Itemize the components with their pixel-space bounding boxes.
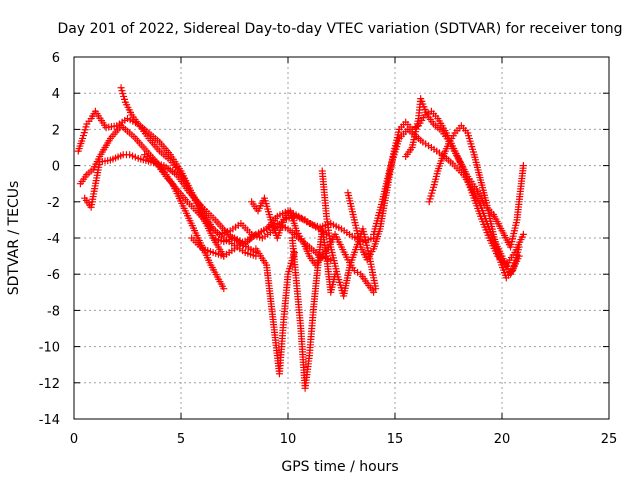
data-point — [519, 230, 527, 238]
data-point — [372, 285, 380, 293]
data-point — [220, 285, 228, 293]
y-tick-label: 6 — [52, 51, 60, 66]
grid — [74, 57, 609, 419]
data-point — [370, 288, 378, 296]
chart-title: Day 201 of 2022, Sidereal Day-to-day VTE… — [57, 21, 622, 37]
data-point — [519, 162, 527, 170]
y-tick-label: -6 — [47, 268, 60, 283]
series-arc-4 — [117, 84, 260, 260]
y-tick-label: 4 — [52, 87, 60, 102]
x-axis-label: GPS time / hours — [281, 459, 398, 475]
y-tick-label: -14 — [39, 413, 60, 428]
series-arc-15 — [248, 194, 378, 296]
x-tick-label: 15 — [387, 432, 404, 447]
plot-frame — [73, 56, 610, 420]
y-tick-label: 2 — [52, 123, 60, 138]
series-arc-3 — [81, 151, 260, 256]
y-tick-label: -8 — [47, 304, 60, 319]
y-tick-label: -2 — [47, 196, 60, 211]
y-tick-label: -10 — [39, 341, 60, 356]
y-tick-label: 0 — [52, 160, 60, 175]
series-arc-12 — [402, 95, 527, 251]
x-tick-label: 20 — [494, 432, 511, 447]
y-tick-label: -4 — [47, 232, 60, 247]
series-arc-13 — [425, 122, 523, 282]
y-axis-label: SDTVAR / TECUs — [6, 181, 22, 296]
data-marks — [74, 84, 527, 392]
x-tick-label: 5 — [177, 432, 185, 447]
data-point — [327, 256, 335, 264]
series-arc-8 — [288, 225, 339, 392]
series-arc-5 — [141, 151, 331, 242]
x-tick-label: 0 — [70, 432, 78, 447]
series-arc-7 — [252, 245, 298, 378]
x-tick-label: 10 — [280, 432, 297, 447]
series-arc-9 — [318, 167, 380, 300]
y-tick-label: -12 — [39, 377, 60, 392]
x-tick-label: 25 — [601, 432, 618, 447]
data-point — [515, 243, 523, 251]
data-point — [354, 268, 362, 276]
